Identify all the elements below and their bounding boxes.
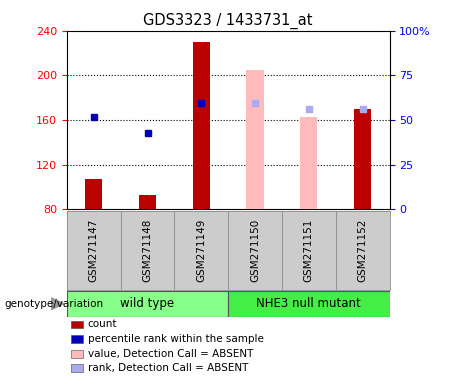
Text: NHE3 null mutant: NHE3 null mutant: [256, 297, 361, 310]
Bar: [247, 70, 264, 209]
Text: GSM271149: GSM271149: [196, 219, 207, 282]
Polygon shape: [51, 298, 64, 310]
Text: GSM271147: GSM271147: [89, 219, 99, 282]
Text: genotype/variation: genotype/variation: [5, 299, 104, 309]
Title: GDS3323 / 1433731_at: GDS3323 / 1433731_at: [143, 13, 313, 29]
Text: GSM271152: GSM271152: [358, 219, 368, 282]
Bar: [67, 291, 228, 317]
Bar: [354, 109, 371, 209]
Bar: [139, 195, 156, 209]
Text: rank, Detection Call = ABSENT: rank, Detection Call = ABSENT: [88, 363, 248, 373]
Bar: [300, 117, 318, 209]
Text: GSM271150: GSM271150: [250, 219, 260, 282]
Bar: [193, 42, 210, 209]
Text: wild type: wild type: [120, 297, 175, 310]
Text: GSM271148: GSM271148: [142, 219, 153, 282]
Text: value, Detection Call = ABSENT: value, Detection Call = ABSENT: [88, 349, 253, 359]
Bar: [228, 291, 390, 317]
Text: percentile rank within the sample: percentile rank within the sample: [88, 334, 264, 344]
Text: GSM271151: GSM271151: [304, 219, 314, 282]
Bar: [85, 179, 102, 209]
Text: count: count: [88, 319, 117, 329]
